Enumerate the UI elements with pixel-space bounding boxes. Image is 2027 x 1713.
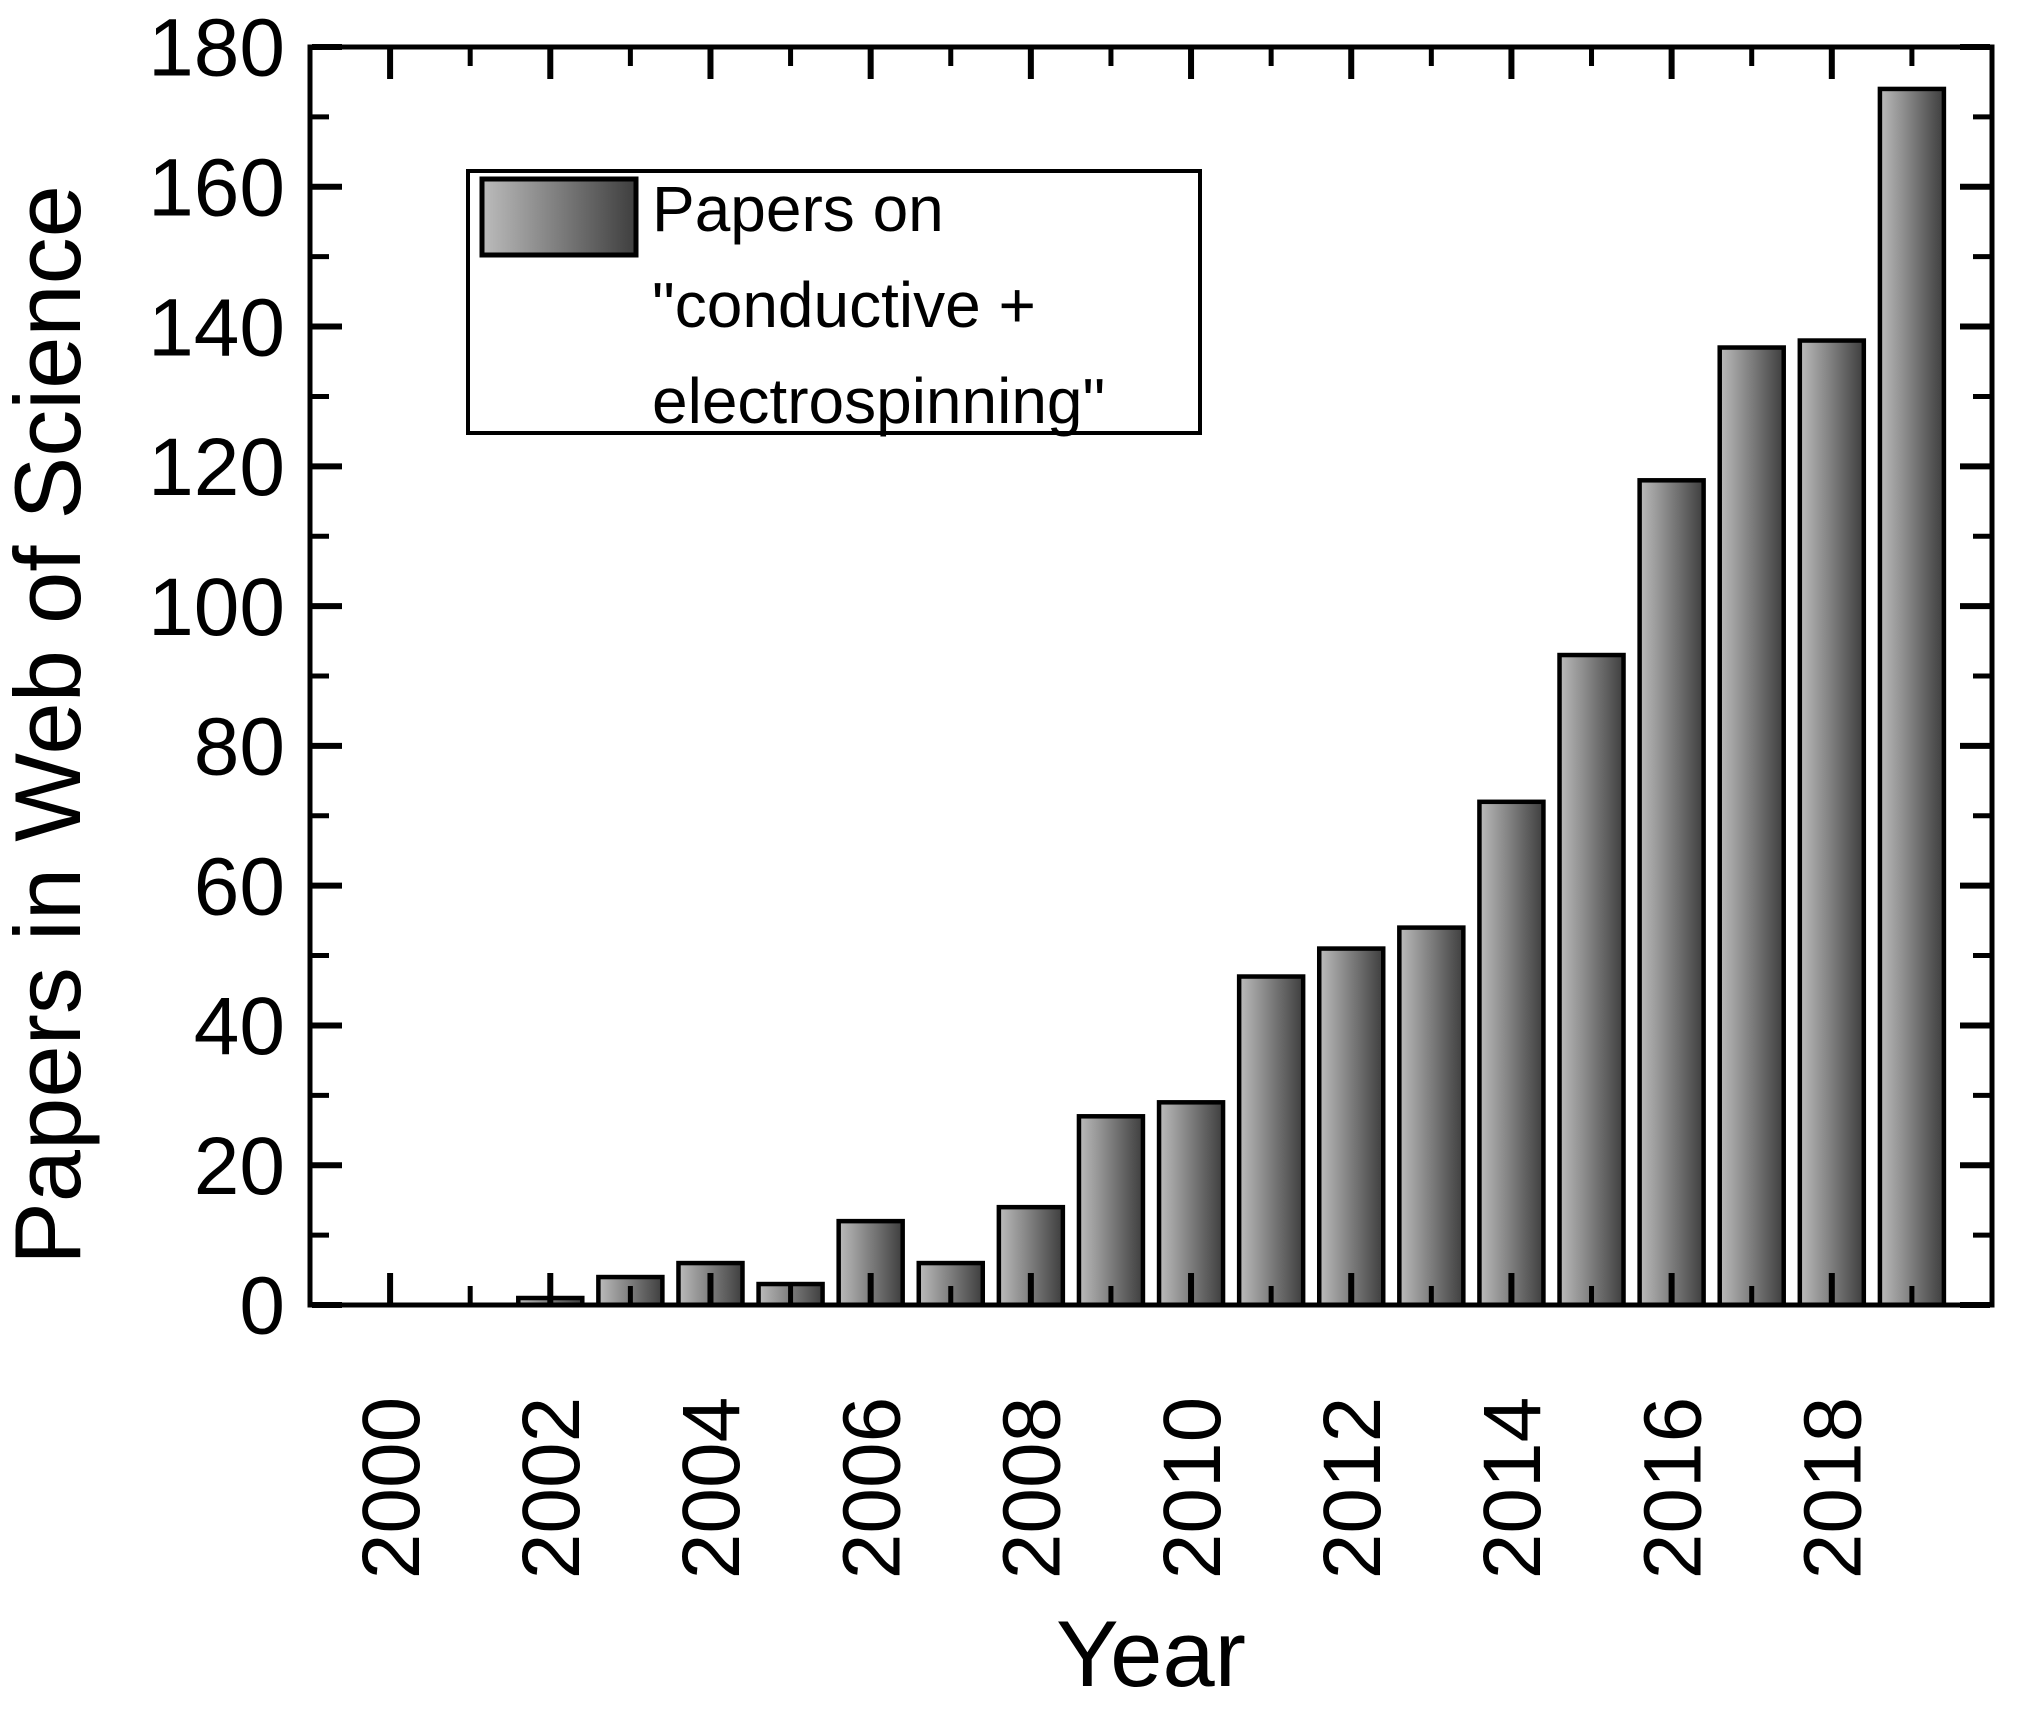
bar-2014 <box>1477 799 1546 1308</box>
legend-label-line3: electrospinning" <box>652 365 1105 437</box>
legend-swatch <box>479 176 639 258</box>
y-tick-label-180: 180 <box>148 3 285 94</box>
legend: Papers on "conductive + electrospinning" <box>466 169 1202 437</box>
x-tick-label-2012: 2012 <box>1307 1397 1398 1579</box>
y-tick-label-60: 60 <box>194 841 285 932</box>
x-tick-label-2014: 2014 <box>1467 1397 1558 1579</box>
bar-2011 <box>1236 974 1306 1308</box>
x-tick-label-2002: 2002 <box>506 1397 597 1579</box>
y-tick-label-140: 140 <box>148 282 285 373</box>
y-tick-label-40: 40 <box>194 981 285 1072</box>
legend-label-line1: Papers on <box>652 173 944 245</box>
bar-2019 <box>1877 86 1947 1308</box>
bar-2013 <box>1397 925 1466 1308</box>
x-tick-label-2006: 2006 <box>826 1397 917 1579</box>
x-axis-title: Year <box>1056 1601 1246 1706</box>
bar-2018 <box>1797 338 1867 1308</box>
y-tick-label-120: 120 <box>148 422 285 513</box>
x-tick-labels: 2000 2002 2004 2006 2008 2010 2012 2014 2016 2018 <box>346 1397 1879 1579</box>
bar-2017 <box>1717 345 1786 1308</box>
bar-2012 <box>1316 946 1386 1308</box>
bar-2009 <box>1076 1114 1146 1308</box>
x-tick-label-2000: 2000 <box>346 1397 437 1579</box>
y-tick-label-160: 160 <box>148 142 285 233</box>
bar-2015 <box>1557 652 1626 1308</box>
plot-frame <box>307 44 1995 1308</box>
legend-label-line2: "conductive + <box>652 269 1036 341</box>
x-tick-label-2010: 2010 <box>1147 1397 1238 1579</box>
x-tick-label-2018: 2018 <box>1788 1397 1879 1579</box>
x-tick-label-2008: 2008 <box>987 1397 1078 1579</box>
bar-series <box>516 86 1947 1308</box>
x-tick-label-2004: 2004 <box>666 1397 757 1579</box>
bar-2016 <box>1637 478 1706 1308</box>
y-tick-label-20: 20 <box>194 1121 285 1212</box>
y-tick-label-80: 80 <box>194 702 285 793</box>
x-tick-label-2016: 2016 <box>1627 1397 1718 1579</box>
y-axis-title: Papers in Web of Science <box>0 185 100 1265</box>
y-tick-label-100: 100 <box>148 562 285 653</box>
y-tick-labels: 0 20 40 60 80 100 120 140 160 180 <box>148 3 285 1352</box>
y-tick-label-0: 0 <box>239 1261 285 1352</box>
